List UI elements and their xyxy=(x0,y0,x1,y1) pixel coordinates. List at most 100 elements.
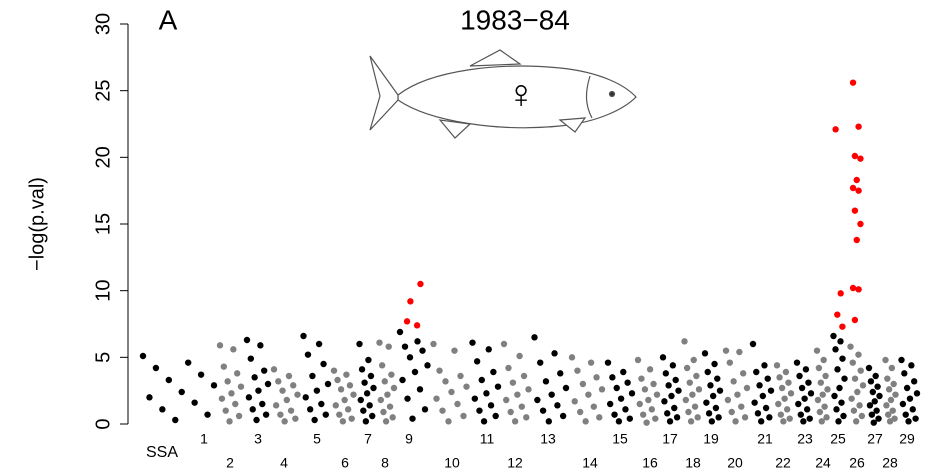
data-point xyxy=(650,380,657,388)
y-tick-label: 10 xyxy=(92,280,114,302)
data-point xyxy=(856,402,863,409)
data-point xyxy=(409,415,416,422)
data-point xyxy=(554,402,561,409)
significant-point xyxy=(849,184,857,192)
x-tick-label: 1 xyxy=(200,431,208,447)
data-point xyxy=(749,340,757,348)
data-point xyxy=(865,364,873,372)
data-point xyxy=(726,359,734,366)
data-point xyxy=(622,406,629,413)
x-tick-label: 21 xyxy=(757,431,773,447)
data-point xyxy=(334,376,341,384)
data-point xyxy=(279,387,286,394)
data-point xyxy=(672,376,679,384)
data-point xyxy=(913,390,921,397)
data-point xyxy=(259,400,266,408)
x-tick-label: 28 xyxy=(882,455,898,471)
data-point xyxy=(819,391,826,398)
data-point xyxy=(414,338,421,345)
data-point xyxy=(782,368,790,376)
data-point xyxy=(230,346,237,353)
data-point xyxy=(445,418,452,425)
significant-point xyxy=(857,155,864,162)
significant-point xyxy=(407,298,414,305)
data-point xyxy=(898,356,905,364)
data-point xyxy=(695,386,703,393)
data-point xyxy=(348,415,355,422)
data-point xyxy=(690,356,697,364)
significant-point xyxy=(851,207,859,214)
data-point xyxy=(689,391,696,398)
data-point xyxy=(233,370,241,377)
data-point xyxy=(330,367,338,374)
panel-label: A xyxy=(159,4,178,35)
data-point xyxy=(681,338,688,345)
data-point xyxy=(275,378,282,385)
data-point xyxy=(249,406,256,413)
data-point xyxy=(604,359,612,366)
data-point xyxy=(251,374,258,381)
data-point xyxy=(292,415,299,422)
data-point xyxy=(780,418,787,425)
data-point xyxy=(797,411,805,418)
data-point xyxy=(159,406,166,413)
data-point xyxy=(593,374,600,381)
x-tick-label: 22 xyxy=(775,455,791,471)
data-point xyxy=(806,415,813,422)
significant-point xyxy=(855,187,862,194)
data-point xyxy=(889,407,896,414)
data-point xyxy=(901,370,908,377)
data-point xyxy=(283,396,291,404)
data-point xyxy=(404,395,411,402)
data-point xyxy=(736,348,743,356)
data-point xyxy=(739,370,747,377)
data-point xyxy=(870,419,877,426)
data-point xyxy=(545,418,553,425)
x-tick-label: 5 xyxy=(313,431,321,447)
significant-point xyxy=(849,284,857,292)
data-point xyxy=(802,366,810,373)
data-point xyxy=(366,402,373,409)
fish-illustration xyxy=(369,49,637,139)
significant-point xyxy=(403,318,411,325)
data-point xyxy=(883,402,890,409)
data-point xyxy=(457,372,464,380)
data-point xyxy=(378,362,386,369)
data-point xyxy=(648,406,656,413)
data-point xyxy=(285,372,293,380)
data-point xyxy=(872,372,879,380)
data-point xyxy=(611,411,618,418)
x-tick-label: 19 xyxy=(703,431,719,447)
data-point xyxy=(764,375,771,382)
data-point xyxy=(890,380,897,388)
data-point xyxy=(902,411,909,418)
data-point xyxy=(805,379,812,386)
y-tick-label: 20 xyxy=(92,146,114,168)
data-point xyxy=(324,380,332,388)
data-point xyxy=(691,403,699,410)
data-point xyxy=(290,382,297,389)
fish-fin xyxy=(558,117,587,133)
data-point xyxy=(909,406,916,413)
data-point xyxy=(388,371,395,378)
data-point xyxy=(494,383,502,390)
data-point xyxy=(220,363,228,370)
data-point xyxy=(559,412,567,420)
data-point xyxy=(762,404,770,412)
data-point xyxy=(346,382,354,389)
data-point xyxy=(224,378,231,385)
data-point xyxy=(537,359,544,366)
data-point xyxy=(849,359,856,366)
data-point xyxy=(869,388,877,396)
data-point xyxy=(262,411,270,418)
data-point xyxy=(370,384,377,392)
data-point xyxy=(337,386,345,393)
data-point xyxy=(839,355,846,362)
data-point xyxy=(803,406,811,413)
fish-gill xyxy=(585,75,593,119)
data-point xyxy=(838,399,845,406)
x-tick-label: 7 xyxy=(364,431,372,447)
x-tick-label: 25 xyxy=(830,431,846,447)
data-point xyxy=(483,390,490,397)
data-point xyxy=(485,346,492,353)
